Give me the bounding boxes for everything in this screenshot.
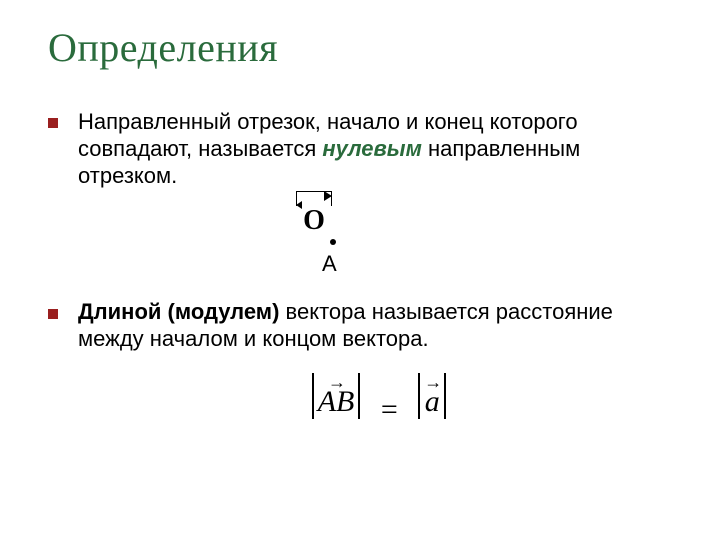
vector-arrow-icon: →	[328, 377, 344, 388]
magnitude-formula: → AB = → a	[78, 373, 680, 429]
bullet-item-2: Длиной (модулем) вектора называется расс…	[48, 299, 680, 428]
abs-bar	[418, 373, 420, 419]
abs-bar	[358, 373, 360, 419]
point-a-label: А	[322, 251, 337, 278]
vector-a: → a	[423, 374, 441, 419]
origin-glyph: O	[296, 191, 332, 235]
bullet-item-1: Направленный отрезок, начало и конец кот…	[48, 109, 680, 281]
vector-arrow-icon: →	[424, 377, 440, 388]
bullet-list: Направленный отрезок, начало и конец кот…	[48, 109, 680, 429]
loop-arrow-icon	[296, 191, 332, 206]
null-vector-figure: O А	[78, 191, 680, 281]
abs-right: → a	[415, 373, 449, 419]
abs-bar	[312, 373, 314, 419]
equals-sign: =	[381, 393, 398, 426]
point-a-dot	[330, 239, 336, 245]
highlight-term: нулевым	[322, 136, 422, 161]
bold-lead: Длиной (модулем)	[78, 299, 279, 324]
abs-bar	[444, 373, 446, 419]
origin-label: O	[296, 207, 332, 235]
vector-ab: → AB	[317, 374, 356, 419]
slide: Определения Направленный отрезок, начало…	[0, 0, 720, 540]
slide-title: Определения	[48, 24, 680, 71]
abs-left: → AB	[309, 373, 364, 419]
